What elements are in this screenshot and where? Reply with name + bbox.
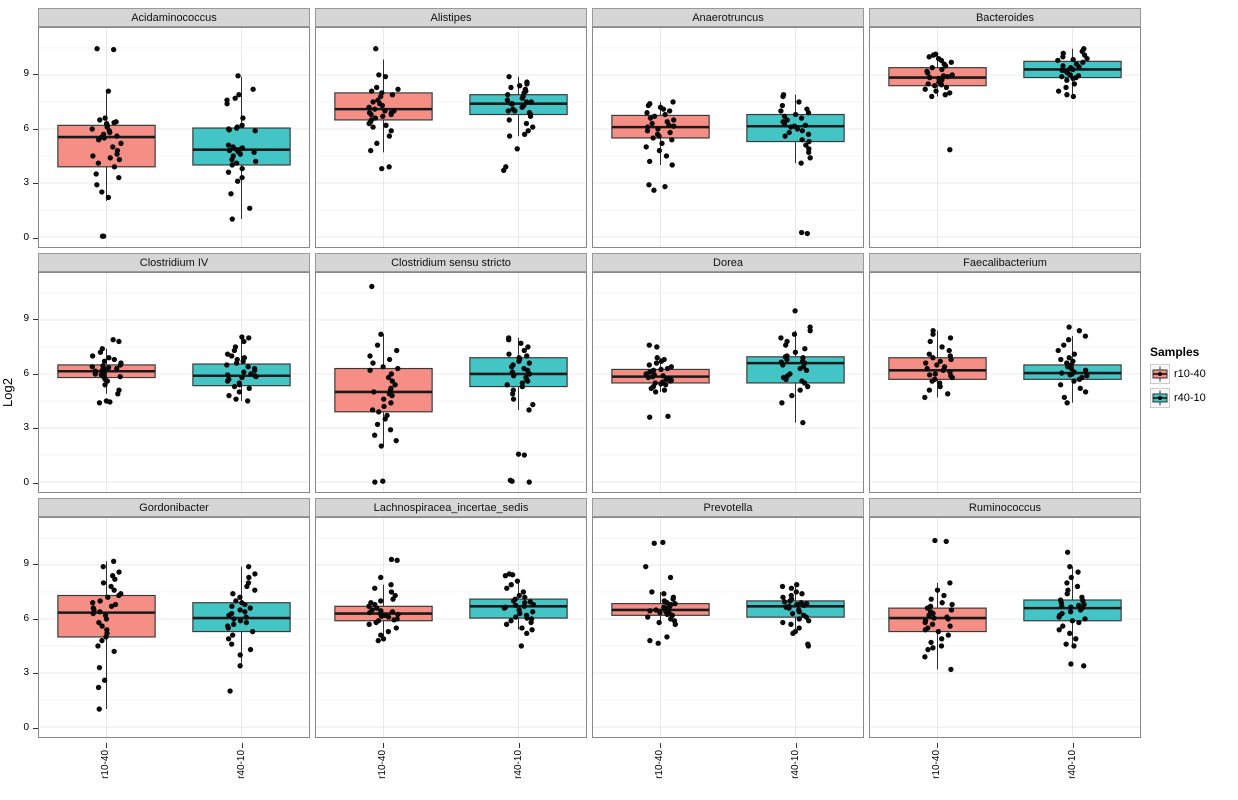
facet-bacteroides: Bacteroides xyxy=(869,8,1141,248)
facet-panel xyxy=(38,27,310,248)
facet-strip: Gordonibacter xyxy=(38,498,310,517)
x-tick-label: r40-10 xyxy=(1067,750,1078,779)
y-tick-label: 3 xyxy=(23,422,29,434)
facet-anaerotruncus: Anaerotruncus xyxy=(592,8,864,248)
facet-row-1: 0 3 6 9 Acidaminococcus Alistipes Anaerotru… xyxy=(23,8,1141,248)
x-axis: r10-40 r40-10 r10-40 r40-10 r10-40 r40-1… xyxy=(38,743,1141,787)
facet-panel xyxy=(315,27,587,248)
y-tick-mark xyxy=(33,128,38,130)
facet-dorea: Dorea xyxy=(592,253,864,493)
y-tick-label: 6 xyxy=(23,612,29,624)
facet-strip: Clostridium sensu stricto xyxy=(315,253,587,272)
y-axis-row-3: 0 3 6 9 xyxy=(0,498,38,738)
y-tick-mark xyxy=(33,482,38,484)
x-axis-col-1: r10-40 r40-10 xyxy=(38,743,310,787)
facet-strip: Anaerotruncus xyxy=(592,8,864,27)
facet-panel xyxy=(869,27,1141,248)
facet-panel xyxy=(592,27,864,248)
y-tick-label: 6 xyxy=(23,367,29,379)
facet-strip: Alistipes xyxy=(315,8,587,27)
y-tick-label: 6 xyxy=(23,122,29,134)
facet-strip: Clostridium IV xyxy=(38,253,310,272)
legend: Samples r10-40 r40-10 xyxy=(1150,345,1236,412)
y-tick-label: 0 xyxy=(23,231,29,243)
y-tick-label: 9 xyxy=(23,68,29,80)
x-tick-mark xyxy=(242,743,243,748)
y-tick-mark xyxy=(33,373,38,375)
legend-item-r40-10: r40-10 xyxy=(1150,388,1236,408)
x-tick-label: r40-10 xyxy=(790,750,801,779)
legend-item-r10-40: r10-40 xyxy=(1150,364,1236,384)
facet-clostridium-iv: Clostridium IV xyxy=(38,253,310,493)
x-tick-mark xyxy=(519,743,520,748)
facet-lachnospiracea: Lachnospiracea_incertae_sedis xyxy=(315,498,587,738)
y-tick-label: 3 xyxy=(23,667,29,679)
x-tick-label: r10-40 xyxy=(377,750,388,779)
facet-ruminococcus: Ruminococcus xyxy=(869,498,1141,738)
x-tick-mark xyxy=(660,743,661,748)
x-tick-mark xyxy=(383,743,384,748)
x-axis-col-4: r10-40 r40-10 xyxy=(869,743,1141,787)
y-tick-label: 3 xyxy=(23,177,29,189)
x-tick-mark xyxy=(106,743,107,748)
y-tick-label: 0 xyxy=(23,721,29,733)
x-tick-mark xyxy=(796,743,797,748)
facet-strip: Faecalibacterium xyxy=(869,253,1141,272)
facet-panel xyxy=(869,517,1141,738)
y-tick-mark xyxy=(33,183,38,185)
facet-row-3: 0 3 6 9 Gordonibacter Lachnospiracea_incert… xyxy=(23,498,1141,738)
y-tick-mark xyxy=(33,319,38,321)
x-tick-label: r10-40 xyxy=(931,750,942,779)
facet-strip: Ruminococcus xyxy=(869,498,1141,517)
y-tick-label: 9 xyxy=(23,313,29,325)
y-tick-mark xyxy=(33,428,38,430)
x-tick-label: r10-40 xyxy=(654,750,665,779)
facet-row-2: 0 3 6 9 Clostridium IV Clostridium sensu st… xyxy=(23,253,1141,493)
facet-grid: 0 3 6 9 Acidaminococcus Alistipes Anaerotru… xyxy=(23,8,1141,800)
y-tick-mark xyxy=(33,727,38,729)
facet-clostridium-sensu-stricto: Clostridium sensu stricto xyxy=(315,253,587,493)
facet-strip: Acidaminococcus xyxy=(38,8,310,27)
x-tick-label: r10-40 xyxy=(100,750,111,779)
facet-strip: Bacteroides xyxy=(869,8,1141,27)
y-axis-row-2: 0 3 6 9 xyxy=(0,253,38,493)
y-axis-row-1: 0 3 6 9 xyxy=(0,8,38,248)
x-axis-col-2: r10-40 r40-10 xyxy=(315,743,587,787)
facet-gordonibacter: Gordonibacter xyxy=(38,498,310,738)
facet-strip: Lachnospiracea_incertae_sedis xyxy=(315,498,587,517)
y-tick-mark xyxy=(33,74,38,76)
x-tick-mark xyxy=(937,743,938,748)
y-tick-mark xyxy=(33,673,38,675)
facet-panel xyxy=(315,272,587,493)
x-tick-label: r40-10 xyxy=(236,750,247,779)
y-tick-mark xyxy=(33,564,38,566)
y-tick-label: 9 xyxy=(23,558,29,570)
facet-strip: Dorea xyxy=(592,253,864,272)
facet-prevotella: Prevotella xyxy=(592,498,864,738)
x-axis-col-3: r10-40 r40-10 xyxy=(592,743,864,787)
x-tick-label: r40-10 xyxy=(513,750,524,779)
facet-strip: Prevotella xyxy=(592,498,864,517)
facet-panel xyxy=(592,272,864,493)
y-tick-mark xyxy=(33,618,38,620)
legend-label: r40-10 xyxy=(1174,392,1206,404)
y-tick-mark xyxy=(33,237,38,239)
x-tick-mark xyxy=(1073,743,1074,748)
legend-title: Samples xyxy=(1150,345,1200,359)
y-tick-label: 0 xyxy=(23,476,29,488)
boxplot-key-icon xyxy=(1150,388,1170,408)
facet-acidaminococcus: Acidaminococcus xyxy=(38,8,310,248)
facet-panel xyxy=(38,272,310,493)
legend-label: r10-40 xyxy=(1174,368,1206,380)
facet-panel xyxy=(38,517,310,738)
facet-panel xyxy=(315,517,587,738)
facet-panel xyxy=(592,517,864,738)
facet-faecalibacterium: Faecalibacterium xyxy=(869,253,1141,493)
boxplot-key-icon xyxy=(1150,364,1170,384)
facet-alistipes: Alistipes xyxy=(315,8,587,248)
facet-panel xyxy=(869,272,1141,493)
